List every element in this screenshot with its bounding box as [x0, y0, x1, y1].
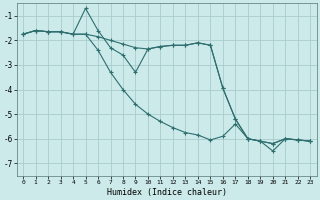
X-axis label: Humidex (Indice chaleur): Humidex (Indice chaleur)	[107, 188, 227, 197]
